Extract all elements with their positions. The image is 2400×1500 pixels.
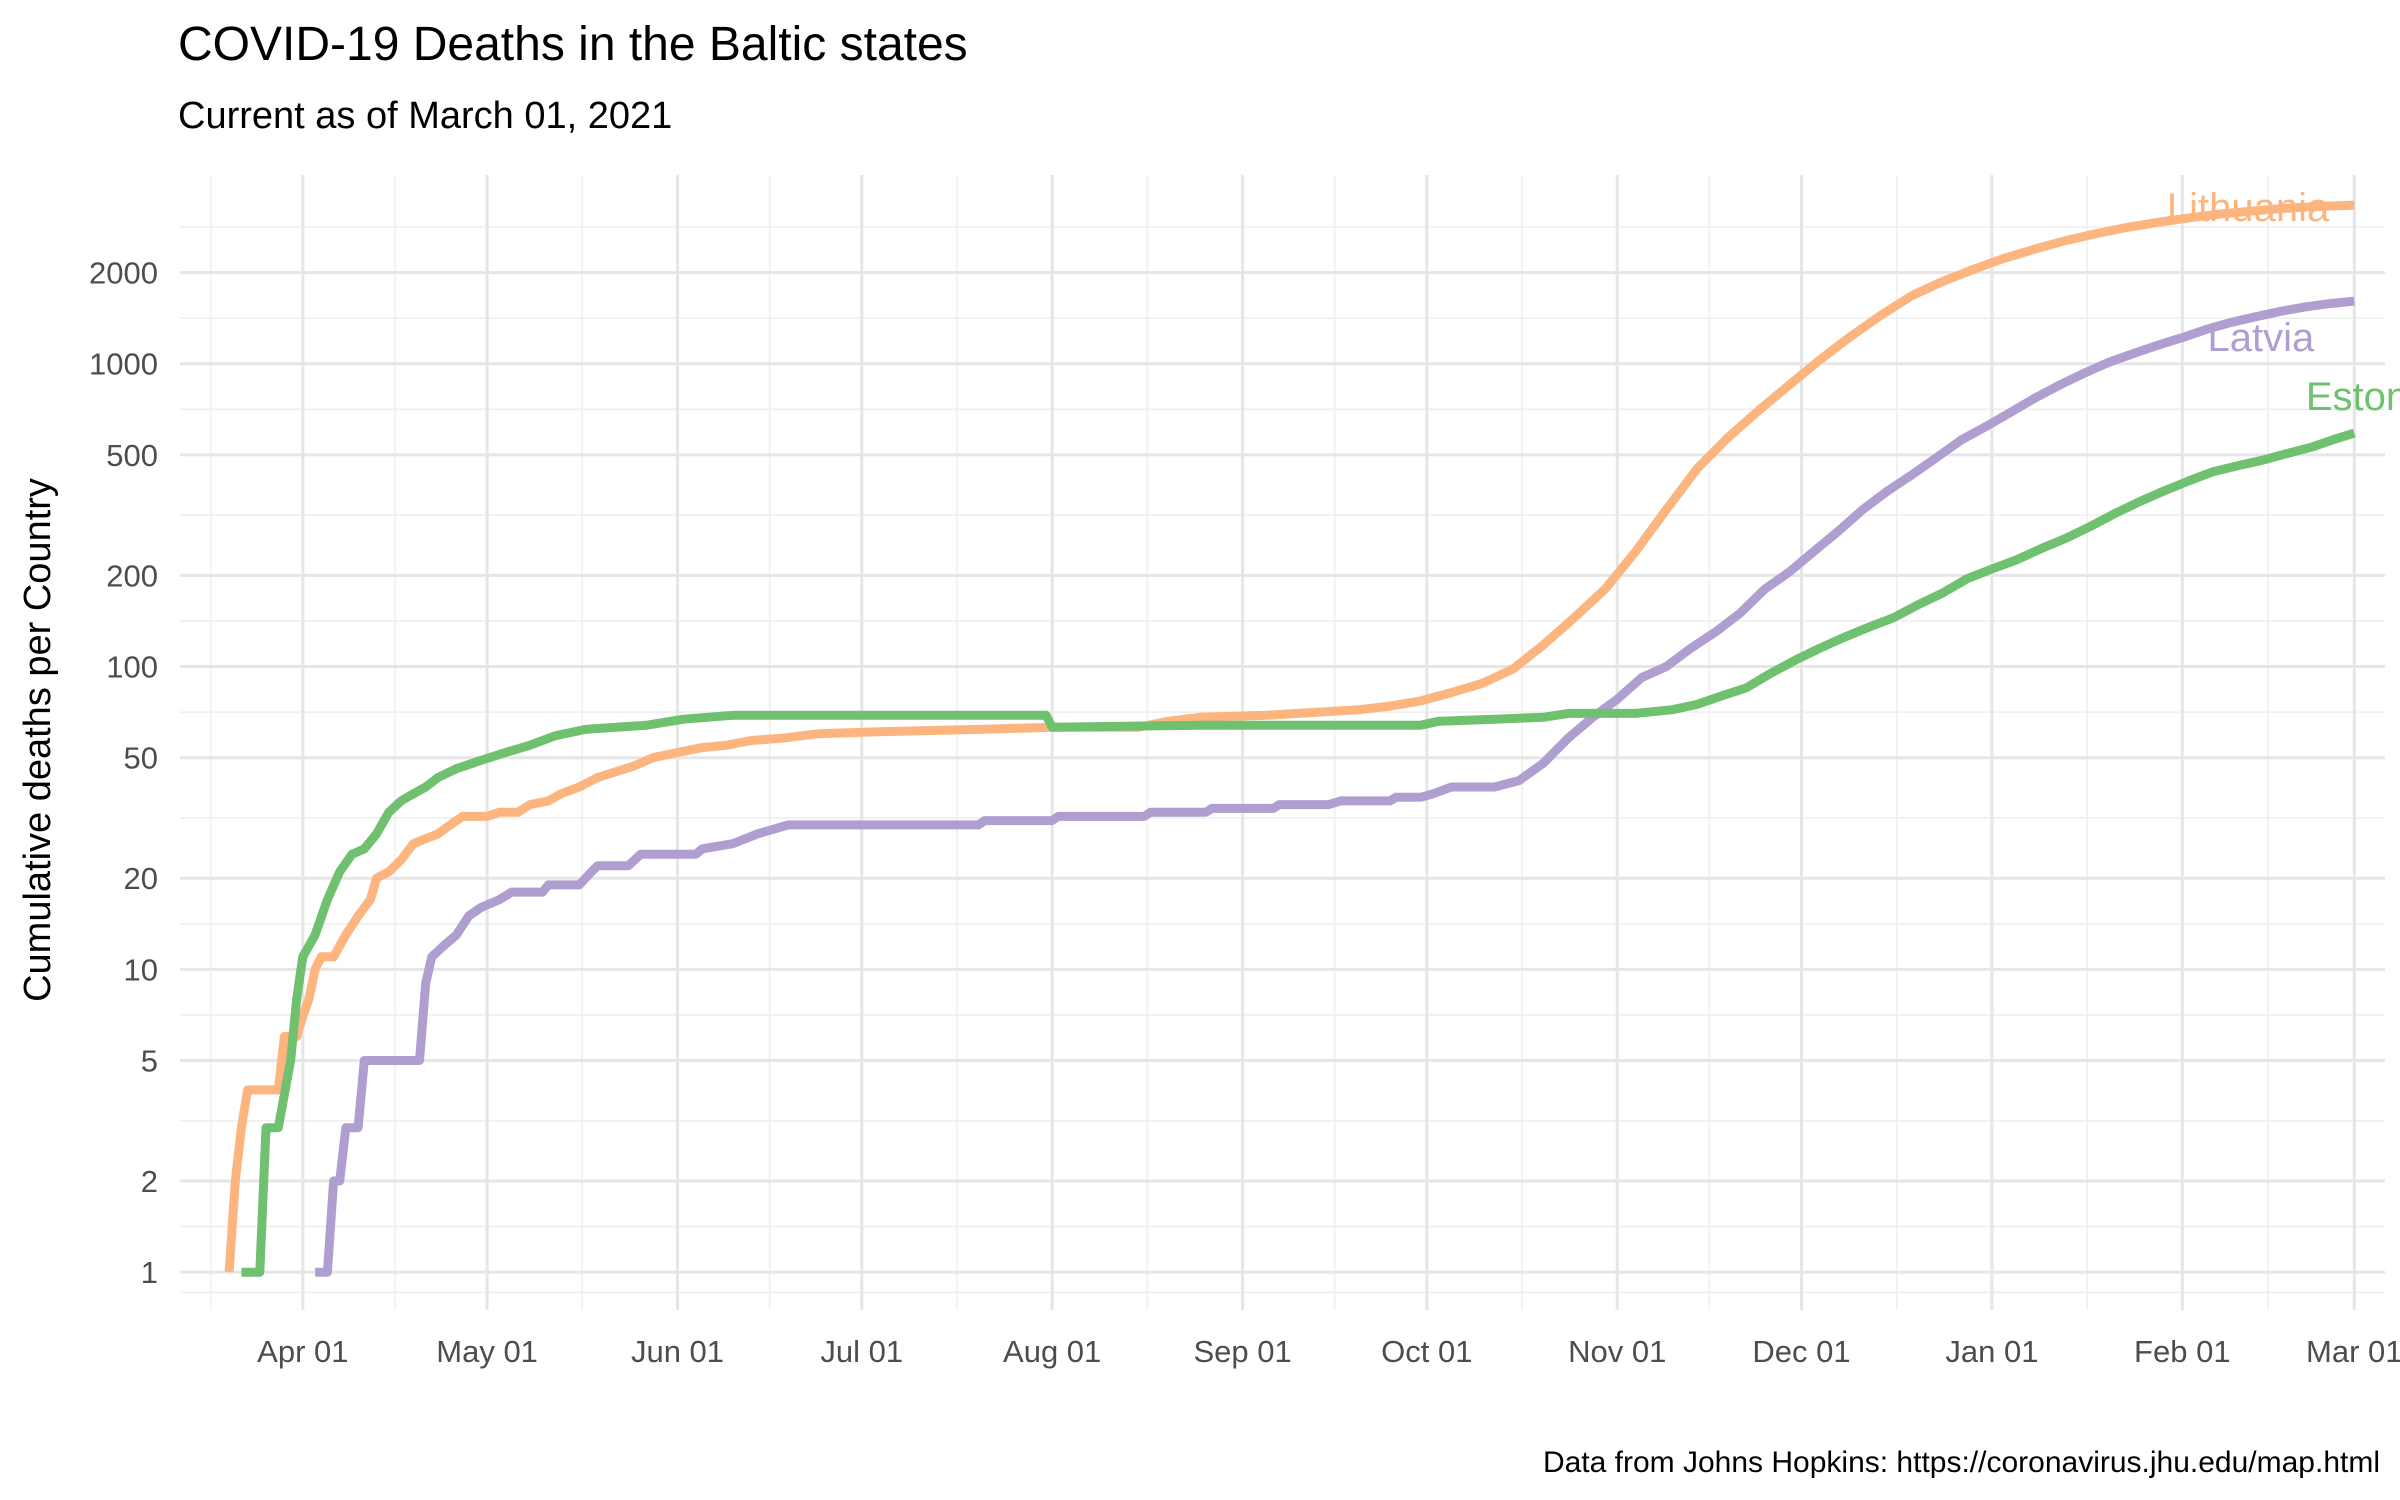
series-line-latvia: [315, 296, 2355, 1277]
x-tick-label: Jul 01: [820, 1334, 903, 1369]
y-tick-label: 2: [141, 1164, 158, 1199]
x-tick-label: Apr 01: [257, 1334, 348, 1369]
y-axis-title: Cumulative deaths per Country: [17, 478, 59, 1002]
y-tick-label: 20: [124, 861, 158, 896]
x-axis-ticks: Apr 01 May 01 Jun 01 Jul 01 Aug 01 Sep 01 Oct …: [257, 1334, 2400, 1369]
y-tick-label: 50: [124, 741, 158, 776]
y-tick-label: 500: [106, 438, 158, 473]
series-label-lithuania: Lithuania: [2167, 186, 2330, 230]
series-lines: [224, 200, 2356, 1277]
series-label-latvia: Latvia: [2208, 316, 2315, 360]
y-tick-label: 200: [106, 558, 158, 593]
x-tick-label: Aug 01: [1003, 1334, 1101, 1369]
y-tick-label: 5: [141, 1044, 158, 1079]
chart-subtitle: Current as of March 01, 2021: [178, 95, 672, 137]
grid: [180, 175, 2385, 1310]
y-tick-label: 1000: [89, 347, 158, 382]
chart-title: COVID-19 Deaths in the Baltic states: [178, 18, 968, 71]
y-tick-label: 100: [106, 650, 158, 685]
series-line-estonia: [241, 428, 2356, 1277]
y-tick-label: 10: [124, 952, 158, 987]
x-tick-label: Dec 01: [1752, 1334, 1850, 1369]
y-tick-label: 1: [141, 1255, 158, 1290]
x-tick-label: Jan 01: [1945, 1334, 2038, 1369]
series-line-lithuania: [224, 200, 2355, 1273]
x-tick-label: Oct 01: [1381, 1334, 1472, 1369]
series-labels: Lithuania Latvia Estonia: [2167, 186, 2400, 419]
x-tick-label: May 01: [436, 1334, 538, 1369]
y-tick-label: 2000: [89, 256, 158, 291]
x-tick-label: Sep 01: [1193, 1334, 1291, 1369]
x-tick-label: Jun 01: [631, 1334, 724, 1369]
x-tick-label: Nov 01: [1568, 1334, 1666, 1369]
x-tick-label: Feb 01: [2134, 1334, 2231, 1369]
y-axis-ticks: 1 2 5 10 20 50 100 200 500 1000 2000: [89, 256, 158, 1291]
chart-caption: Data from Johns Hopkins: https://coronav…: [1543, 1446, 2380, 1479]
x-tick-label: Mar 01: [2306, 1334, 2400, 1369]
series-label-estonia: Estonia: [2306, 375, 2400, 419]
